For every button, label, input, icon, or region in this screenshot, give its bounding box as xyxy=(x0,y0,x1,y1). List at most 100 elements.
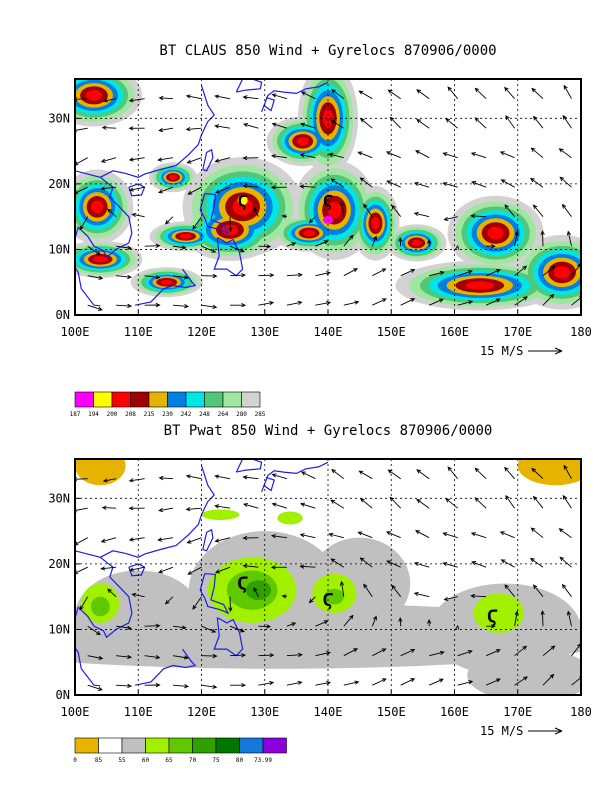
wind-vector xyxy=(357,151,373,159)
wind-vector xyxy=(270,154,287,159)
wind-vector xyxy=(116,625,133,630)
wind-vector xyxy=(413,591,430,598)
coastline-segment xyxy=(100,465,215,558)
wind-vector xyxy=(102,98,117,103)
wind-vector xyxy=(416,89,430,100)
wind-vector xyxy=(286,652,303,657)
wind-vector xyxy=(286,272,303,277)
coastline-segment xyxy=(263,476,275,492)
wind-vector xyxy=(457,680,474,686)
gyre-marker: Ϛ xyxy=(237,574,248,595)
wind-vector xyxy=(413,561,430,568)
wind-vector xyxy=(116,274,133,280)
wind-vector xyxy=(281,214,287,219)
wind-vector xyxy=(426,238,432,247)
x-tick-label: 120E xyxy=(187,325,216,339)
wind-vector xyxy=(416,469,430,480)
wind-vector xyxy=(271,93,288,100)
wind-vector xyxy=(102,478,117,483)
wind-vector xyxy=(532,115,544,129)
gyre-marker: Ϛ xyxy=(323,191,333,210)
wind-vector xyxy=(100,566,117,571)
wind-vector xyxy=(299,122,316,129)
coastline xyxy=(75,459,329,687)
wind-vector xyxy=(442,152,458,159)
wind-vector xyxy=(242,563,259,569)
wind-vector xyxy=(504,466,515,479)
wind-vector xyxy=(201,245,217,253)
wind-vector xyxy=(258,300,275,306)
wind-vector xyxy=(128,98,145,103)
wind-vector xyxy=(500,179,515,188)
wind-vector xyxy=(416,498,430,509)
cloud-contour xyxy=(160,279,173,285)
wind-vector xyxy=(300,91,316,100)
wind-vector xyxy=(230,682,247,688)
wind-vector xyxy=(214,537,231,543)
chart-claus: BT CLAUS 850 Wind + Gyrelocs 870906/0000… xyxy=(48,43,592,418)
wind-vector xyxy=(530,527,544,539)
wind-vector xyxy=(471,181,487,188)
vector-key: 15 M/S xyxy=(480,724,563,738)
wind-vector xyxy=(385,151,401,159)
wind-vector xyxy=(228,216,233,233)
colorbar-label: 80 xyxy=(236,757,244,764)
x-tick-label: 110E xyxy=(124,325,153,339)
wind-vector xyxy=(387,469,401,480)
wind-vector xyxy=(229,245,245,253)
wind-vector xyxy=(474,87,487,100)
colorbar-label: 242 xyxy=(181,411,192,418)
wind-vector xyxy=(447,466,459,479)
pwat-contour-high xyxy=(90,596,110,617)
coastline-segment xyxy=(75,550,133,687)
wind-vector xyxy=(116,654,133,660)
coastline-segment xyxy=(261,81,329,113)
coastline xyxy=(75,79,329,307)
wind-vector xyxy=(201,625,217,633)
wind-vector xyxy=(400,678,416,686)
cloud-contour xyxy=(302,229,316,237)
wind-vector xyxy=(391,584,402,597)
wind-vector xyxy=(559,176,572,188)
colorbar-swatch xyxy=(204,391,224,408)
colorbar-swatch xyxy=(241,391,261,408)
wind-vector xyxy=(330,178,345,188)
wind-vector xyxy=(187,566,202,575)
pwat-contour-low xyxy=(517,459,581,486)
wind-vector xyxy=(201,684,218,689)
wind-vector xyxy=(172,245,187,250)
wind-vector xyxy=(214,124,231,129)
wind-vector xyxy=(330,119,345,129)
wind-vector xyxy=(271,473,288,480)
colorbar-swatch xyxy=(148,391,168,408)
wind-vector xyxy=(270,185,287,190)
wind-vector xyxy=(398,616,403,627)
x-tick-label: 160E xyxy=(440,325,469,339)
wind-vector xyxy=(230,302,247,308)
wind-vector xyxy=(270,565,287,570)
x-tick-label: 100E xyxy=(61,705,90,719)
wind-vector xyxy=(563,464,572,479)
wind-vector xyxy=(299,153,316,159)
coastline-segment xyxy=(75,170,133,307)
wind-vector xyxy=(542,673,555,686)
wind-vector xyxy=(201,273,218,279)
y-tick-labels: 0N 10N 20N 30N xyxy=(48,491,80,702)
colorbar-swatch xyxy=(222,391,242,408)
wind-vector xyxy=(559,556,572,568)
y-tick-label: 10N xyxy=(48,242,70,256)
colorbar-label: 70 xyxy=(189,757,197,764)
wind-vector xyxy=(530,147,544,159)
cloud-contour xyxy=(179,233,192,239)
cloud-contour xyxy=(411,239,422,247)
wind-vector xyxy=(371,615,377,627)
colorbar-swatch xyxy=(111,391,131,408)
wind-vector xyxy=(485,649,501,657)
wind-vector xyxy=(270,534,287,539)
wind-vector xyxy=(158,186,174,194)
wind-vector xyxy=(116,245,133,250)
wind-vector xyxy=(485,269,501,277)
wind-vector xyxy=(359,177,373,188)
wind-vector xyxy=(561,203,572,217)
wind-vector xyxy=(116,303,133,309)
